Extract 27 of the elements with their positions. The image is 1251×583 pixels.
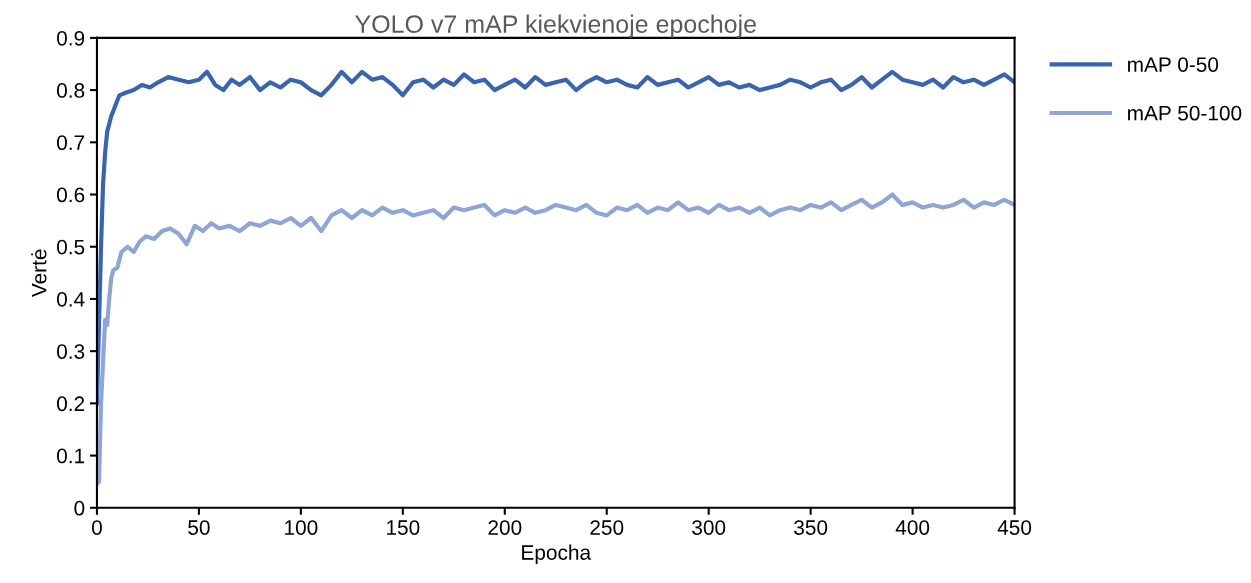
x-tick-label: 150 — [387, 520, 420, 535]
x-tick-label: 100 — [285, 520, 318, 535]
chart-title: YOLO v7 mAP kiekvienoje epochoje — [355, 14, 756, 38]
legend-label: mAP 0-50 — [1128, 57, 1219, 72]
y-tick-label: 0.6 — [57, 187, 85, 203]
y-tick-label: 0.3 — [57, 344, 85, 359]
x-tick-label: 0 — [91, 520, 102, 535]
x-tick-label: 200 — [488, 520, 522, 535]
y-tick-label: 0.8 — [57, 83, 85, 98]
y-tick-label: 0.2 — [57, 396, 85, 412]
y-tick-label: 0.7 — [57, 135, 85, 151]
y-tick-label: 0 — [74, 500, 85, 516]
x-tick-label: 400 — [895, 520, 930, 535]
x-tick-label: 50 — [188, 520, 210, 535]
x-tick-label: 250 — [590, 520, 624, 535]
y-tick-label: 0.9 — [57, 30, 85, 46]
x-tick-label: 450 — [997, 520, 1032, 535]
line-series — [96, 192, 1015, 487]
line-series — [96, 69, 1015, 406]
y-tick-label: 0.4 — [57, 291, 85, 307]
x-tick-label: 350 — [794, 520, 828, 535]
y-axis-title: Vertė — [31, 249, 47, 298]
y-tick-label: 0.5 — [57, 239, 85, 255]
y-tick-label: 0.1 — [57, 448, 85, 464]
x-axis-title: Epocha — [522, 544, 592, 564]
x-tick-label: 300 — [692, 520, 726, 535]
legend-label: mAP 50-100 — [1128, 105, 1242, 121]
